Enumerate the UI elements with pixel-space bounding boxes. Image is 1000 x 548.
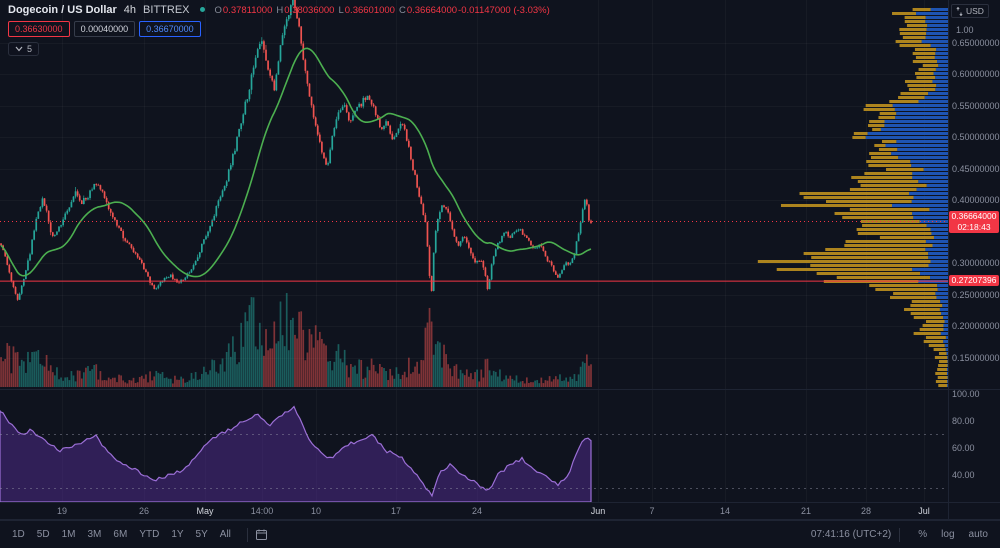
current-price-value: 0.36664000 <box>951 211 997 221</box>
range-button-5d[interactable]: 5D <box>36 529 50 540</box>
currency-label: USD <box>966 6 984 16</box>
time-axis-label: 24 <box>471 506 482 516</box>
time-axis-label: 7 <box>649 506 655 516</box>
range-button-1y[interactable]: 1Y <box>171 529 184 540</box>
price-axis-top-label: 1.00 <box>956 25 974 35</box>
range-button-1m[interactable]: 1M <box>61 529 76 540</box>
buy-price-button[interactable]: 0.36670000 <box>139 21 201 37</box>
time-axis-label: 21 <box>800 506 811 516</box>
time-axis-label: 19 <box>56 506 67 516</box>
range-button-ytd[interactable]: YTD <box>139 529 160 540</box>
range-button-3m[interactable]: 3M <box>87 529 102 540</box>
up-down-arrows-icon <box>956 6 963 16</box>
price-axis-label: 0.25000000 <box>952 290 1000 300</box>
range-buttons: 1D 5D 1M 3M 6M YTD 1Y 5Y All <box>8 527 239 542</box>
indicator-axis-label: 60.00 <box>952 443 975 453</box>
time-axis-label: 10 <box>310 506 321 516</box>
indicator-count: 5 <box>27 44 33 54</box>
range-button-6m[interactable]: 6M <box>113 529 128 540</box>
time-axis-label: Jul <box>918 506 930 516</box>
time-axis-label: 26 <box>138 506 149 516</box>
price-axis-label: 0.60000000 <box>952 69 1000 79</box>
symbol-name[interactable]: Dogecoin / US Dollar <box>8 4 117 16</box>
currency-toggle-button[interactable]: USD <box>951 4 989 18</box>
indicator-axis-label: 40.00 <box>952 470 975 480</box>
range-button-all[interactable]: All <box>219 529 231 540</box>
scale-button-auto[interactable]: auto <box>968 529 988 540</box>
price-axis-label: 0.30000000 <box>952 258 1000 268</box>
sell-price-button[interactable]: 0.36630000 <box>8 21 70 37</box>
price-axis-label: 0.65000000 <box>952 38 1000 48</box>
alert-price-value: 0.27207396 <box>951 275 997 285</box>
time-axis-label: 17 <box>390 506 401 516</box>
range-button-1d[interactable]: 1D <box>12 529 25 540</box>
time-axis-label: May <box>196 506 214 516</box>
indicators-collapse-button[interactable]: 5 <box>8 42 40 56</box>
interval-button[interactable]: 4h <box>123 4 137 16</box>
time-axis-label: 28 <box>860 506 871 516</box>
indicator-axis-label: 80.00 <box>952 416 975 426</box>
time-axis-label: 14 <box>719 506 730 516</box>
alert-price-tag: 0.27207396 <box>949 275 999 286</box>
time-axis-label: Jun <box>590 506 606 516</box>
price-axis-label: 0.15000000 <box>952 353 1000 363</box>
time-axis-label: 14:00 <box>250 506 274 516</box>
scale-button-log[interactable]: log <box>941 529 955 540</box>
range-button-5y[interactable]: 5Y <box>195 529 208 540</box>
price-axis-label: 0.20000000 <box>952 321 1000 331</box>
calendar-icon[interactable] <box>255 529 267 540</box>
scale-buttons: % log auto <box>908 527 992 542</box>
chevron-down-icon <box>15 46 23 52</box>
clock-time: 07:41:16 <box>810 529 850 540</box>
price-axis-label: 0.50000000 <box>952 132 1000 142</box>
current-price-tag: 0.36664000 02:18:43 <box>949 211 999 233</box>
clock-button[interactable]: 07:41:16 (UTC+2) <box>811 529 891 540</box>
price-axis-label: 0.40000000 <box>952 195 1000 205</box>
bar-close-countdown: 02:18:43 <box>957 222 991 232</box>
scale-button-percent[interactable]: % <box>918 529 928 540</box>
price-axis-label: 0.45000000 <box>952 164 1000 174</box>
price-axis-label: 0.55000000 <box>952 101 1000 111</box>
clock-timezone: (UTC+2) <box>852 529 892 540</box>
indicator-axis-label: 100.00 <box>952 389 980 399</box>
